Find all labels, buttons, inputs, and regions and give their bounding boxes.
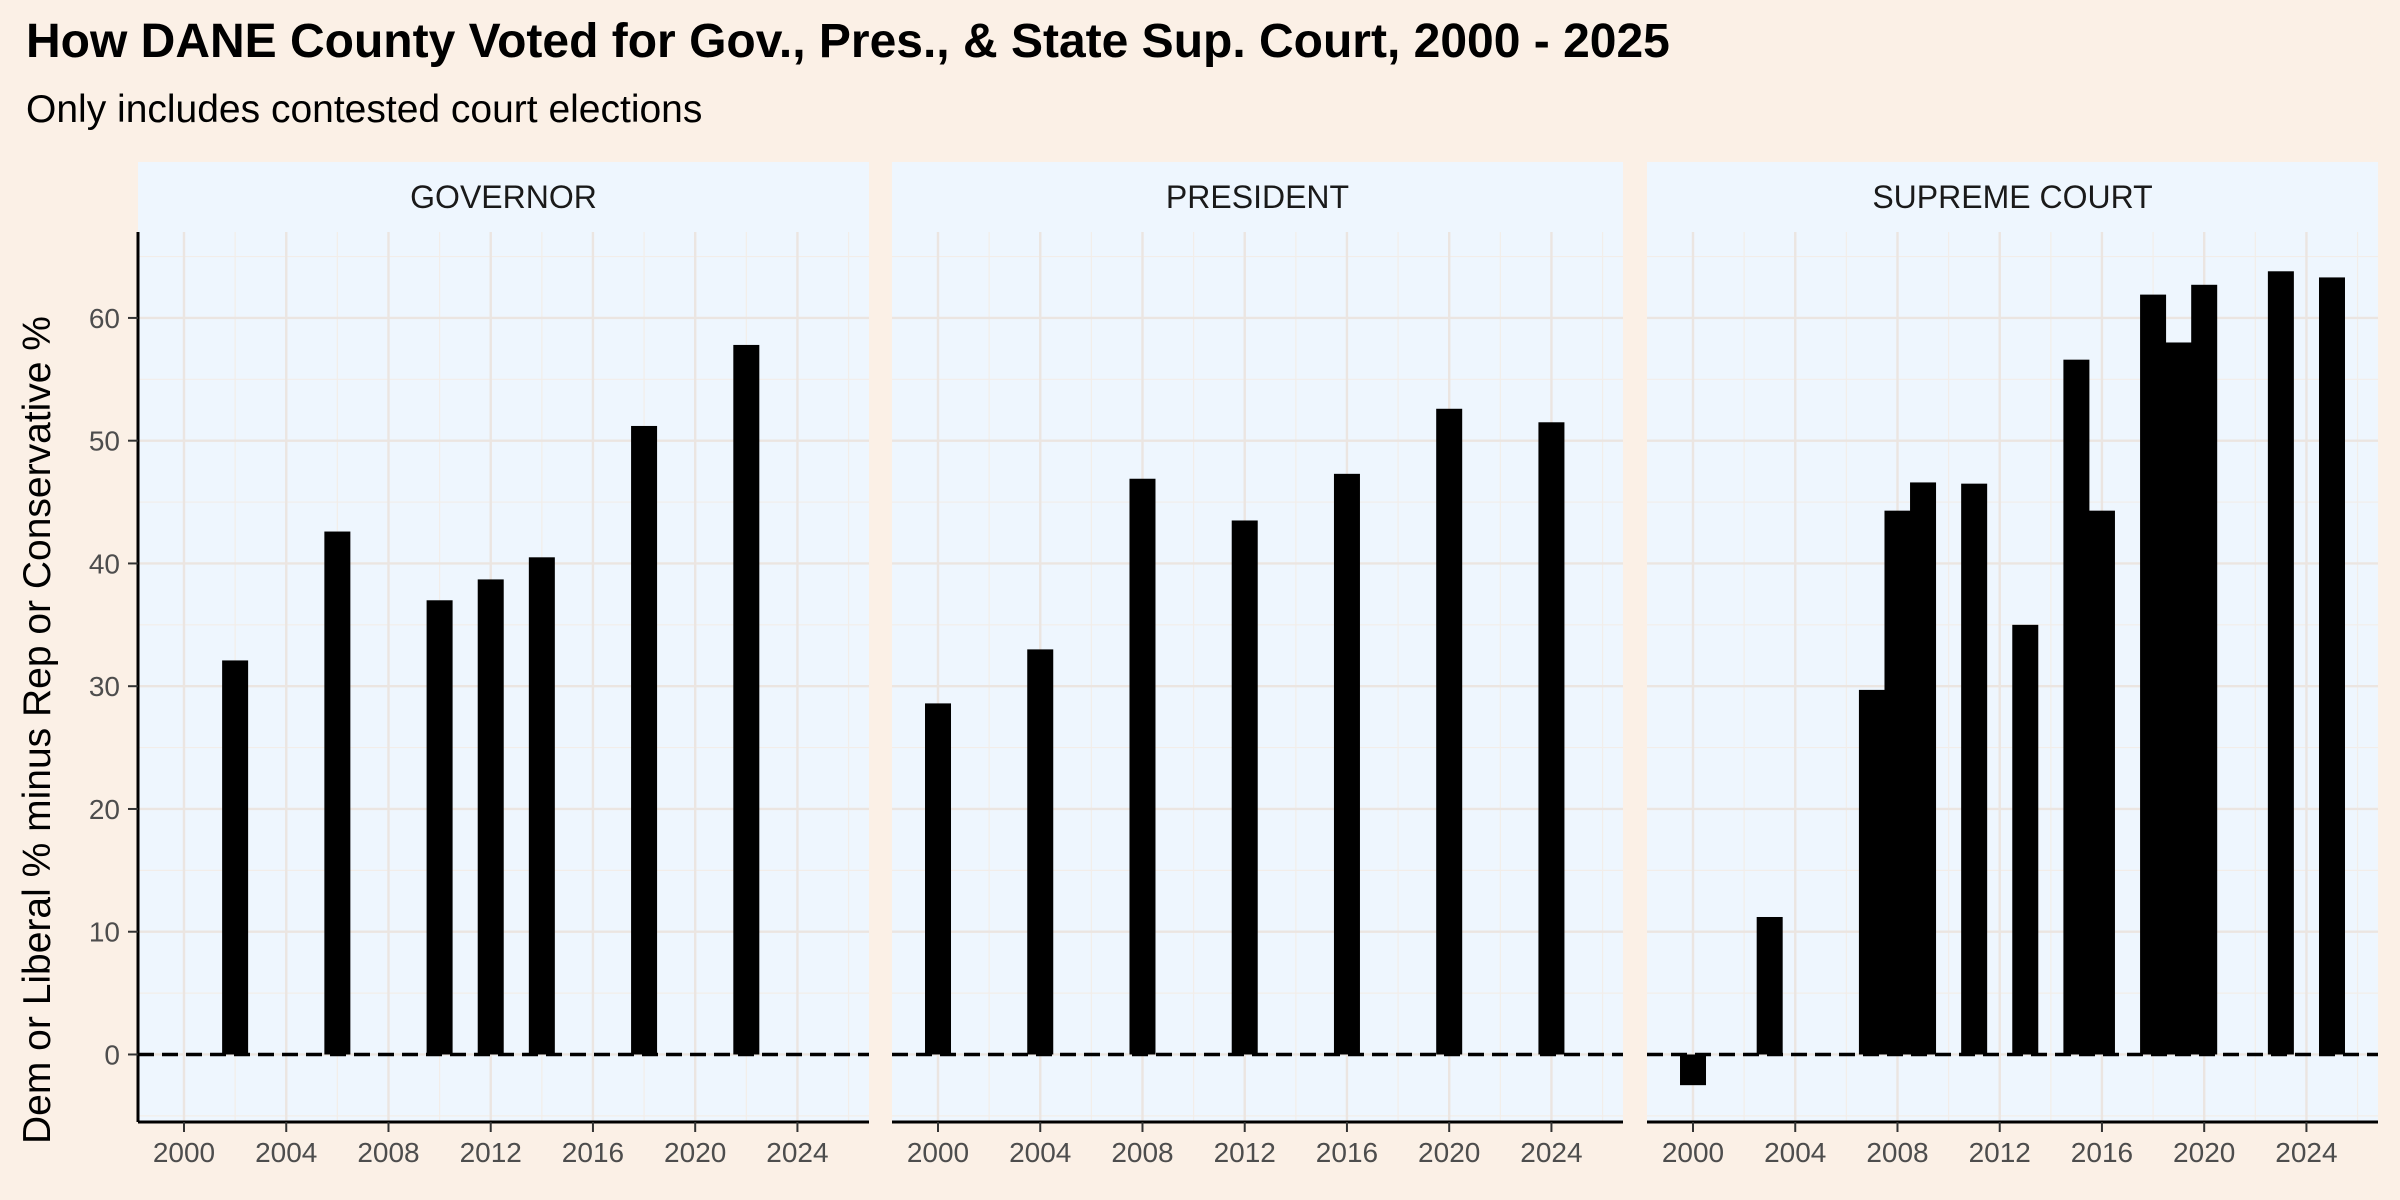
bar-2000 — [1680, 1054, 1707, 1086]
x-tick-label: 2008 — [357, 1137, 419, 1168]
bar-2020 — [1436, 408, 1463, 1055]
bar-2003 — [1756, 916, 1783, 1055]
x-tick-label: 2016 — [2071, 1137, 2133, 1168]
x-tick-label: 2020 — [1418, 1137, 1480, 1168]
x-tick-label: 2000 — [1662, 1137, 1724, 1168]
bar-2019 — [2165, 342, 2192, 1055]
bar-2012 — [477, 579, 504, 1055]
chart-title: How DANE County Voted for Gov., Pres., &… — [26, 15, 1670, 68]
panel-strip-label: GOVERNOR — [410, 179, 597, 215]
y-tick-label: 60 — [89, 303, 120, 334]
panel-strip — [1647, 162, 2378, 232]
panel-strip-label: SUPREME COURT — [1872, 179, 2152, 215]
x-tick-label: 2008 — [1111, 1137, 1173, 1168]
bar-2013 — [2012, 624, 2039, 1055]
panels-layer: GOVERNOR 2000 2004 2008 2012 2016 2020 2024 0 10 2… — [89, 162, 2378, 1168]
y-tick-label: 50 — [89, 426, 120, 457]
bar-2022 — [733, 344, 760, 1055]
x-tick-label: 2000 — [153, 1137, 215, 1168]
bar-2006 — [324, 531, 351, 1055]
bar-2025 — [2318, 277, 2345, 1055]
y-tick-label: 0 — [104, 1039, 120, 1070]
bar-2016 — [1333, 473, 1360, 1055]
x-tick-label: 2012 — [1214, 1137, 1276, 1168]
panel-supreme-court: SUPREME COURT 2000 2004 2008 2012 2016 2020 202… — [1647, 162, 2378, 1168]
bar-2023 — [2267, 271, 2294, 1055]
x-tick-label: 2024 — [1520, 1137, 1582, 1168]
bar-2011 — [1961, 483, 1988, 1055]
bar-2007 — [1858, 689, 1885, 1055]
panel-strip — [892, 162, 1623, 232]
x-tick-label: 2004 — [1009, 1137, 1071, 1168]
y-tick-label: 40 — [89, 548, 120, 579]
y-tick-label: 10 — [89, 917, 120, 948]
panel-president: PRESIDENT 2000 2004 2008 2012 2016 2020 2024 — [892, 162, 1623, 1168]
x-tick-label: 2004 — [1764, 1137, 1826, 1168]
x-tick-label: 2004 — [255, 1137, 317, 1168]
bar-2016 — [2088, 510, 2115, 1055]
chart-subtitle: Only includes contested court elections — [26, 88, 703, 131]
panel-strip-label: PRESIDENT — [1166, 179, 1349, 215]
y-tick-label: 30 — [89, 671, 120, 702]
x-tick-label: 2020 — [664, 1137, 726, 1168]
bar-2018 — [631, 425, 658, 1055]
bar-2004 — [1027, 649, 1054, 1055]
bar-2008 — [1884, 510, 1911, 1055]
bar-2015 — [2063, 359, 2090, 1055]
x-tick-label: 2012 — [1969, 1137, 2031, 1168]
bar-2012 — [1231, 520, 1258, 1055]
bar-2008 — [1129, 478, 1156, 1055]
y-tick-label: 20 — [89, 794, 120, 825]
bar-2000 — [925, 703, 952, 1055]
bar-2014 — [528, 557, 555, 1055]
x-tick-label: 2016 — [562, 1137, 624, 1168]
x-tick-label: 2020 — [2173, 1137, 2235, 1168]
y-axis-title: Dem or Liberal % minus Rep or Conservati… — [16, 316, 59, 1144]
x-tick-label: 2016 — [1316, 1137, 1378, 1168]
bar-2018 — [2140, 294, 2167, 1055]
bar-2010 — [426, 600, 453, 1055]
x-tick-label: 2024 — [766, 1137, 828, 1168]
x-tick-label: 2000 — [907, 1137, 969, 1168]
bar-2002 — [222, 660, 249, 1055]
x-tick-label: 2008 — [1866, 1137, 1928, 1168]
x-tick-label: 2012 — [460, 1137, 522, 1168]
panel-governor: GOVERNOR 2000 2004 2008 2012 2016 2020 2024 0 10 2… — [89, 162, 869, 1168]
x-tick-label: 2024 — [2275, 1137, 2337, 1168]
bar-2020 — [2191, 284, 2218, 1055]
bar-2024 — [1538, 422, 1565, 1055]
panel-strip — [138, 162, 869, 232]
bar-2009 — [1910, 482, 1937, 1055]
